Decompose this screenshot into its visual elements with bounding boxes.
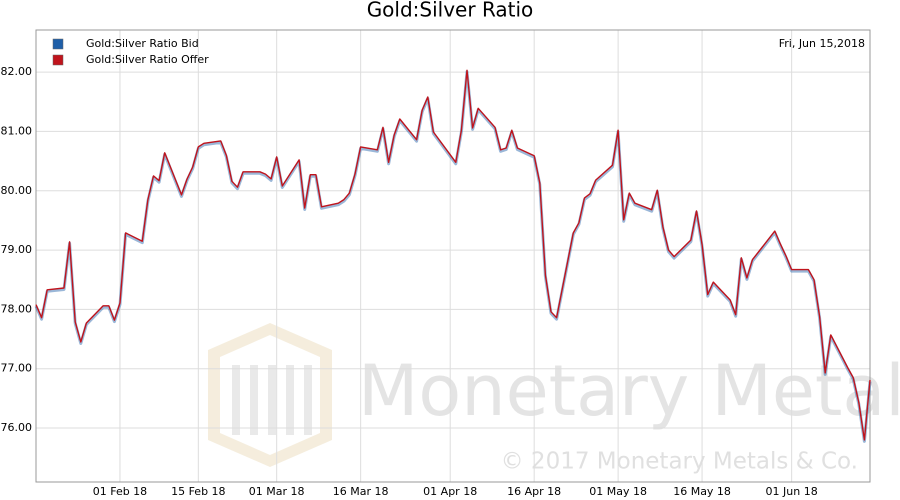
y-tick-label: 79.00: [1, 243, 33, 256]
copyright: © 2017 Monetary Metals & Co.: [501, 449, 858, 475]
watermark-logo: [208, 323, 332, 467]
plot-frame: [35, 29, 871, 483]
legend-swatch: [52, 38, 64, 50]
legend-label: Gold:Silver Ratio Offer: [86, 53, 209, 66]
legend-label: Gold:Silver Ratio Bid: [86, 37, 199, 50]
y-tick-label: 82.00: [1, 65, 33, 78]
series-line: [35, 69, 871, 441]
grid: [36, 30, 870, 482]
x-tick-label: 16 May 18: [673, 485, 731, 498]
x-tick-label: 01 Feb 18: [93, 485, 147, 498]
date-label: Fri, Jun 15,2018: [779, 37, 865, 50]
x-tick-label: 16 Mar 18: [333, 485, 389, 498]
watermark: Monetary Metals: [358, 350, 900, 432]
x-tick-label: 01 Mar 18: [249, 485, 305, 498]
chart-title: Gold:Silver Ratio: [367, 0, 534, 22]
x-tick-label: 01 Jun 18: [766, 485, 818, 498]
y-tick-label: 80.00: [1, 184, 33, 197]
legend-swatch: [52, 54, 64, 66]
y-tick-label: 78.00: [1, 302, 33, 315]
x-tick-label: 01 May 18: [589, 485, 647, 498]
y-tick-label: 76.00: [1, 421, 33, 434]
x-tick-label: 01 Apr 18: [423, 485, 477, 498]
x-tick-label: 15 Feb 18: [171, 485, 225, 498]
x-tick-label: 16 Apr 18: [507, 485, 561, 498]
y-tick-label: 81.00: [1, 124, 33, 137]
y-tick-label: 77.00: [1, 362, 33, 375]
